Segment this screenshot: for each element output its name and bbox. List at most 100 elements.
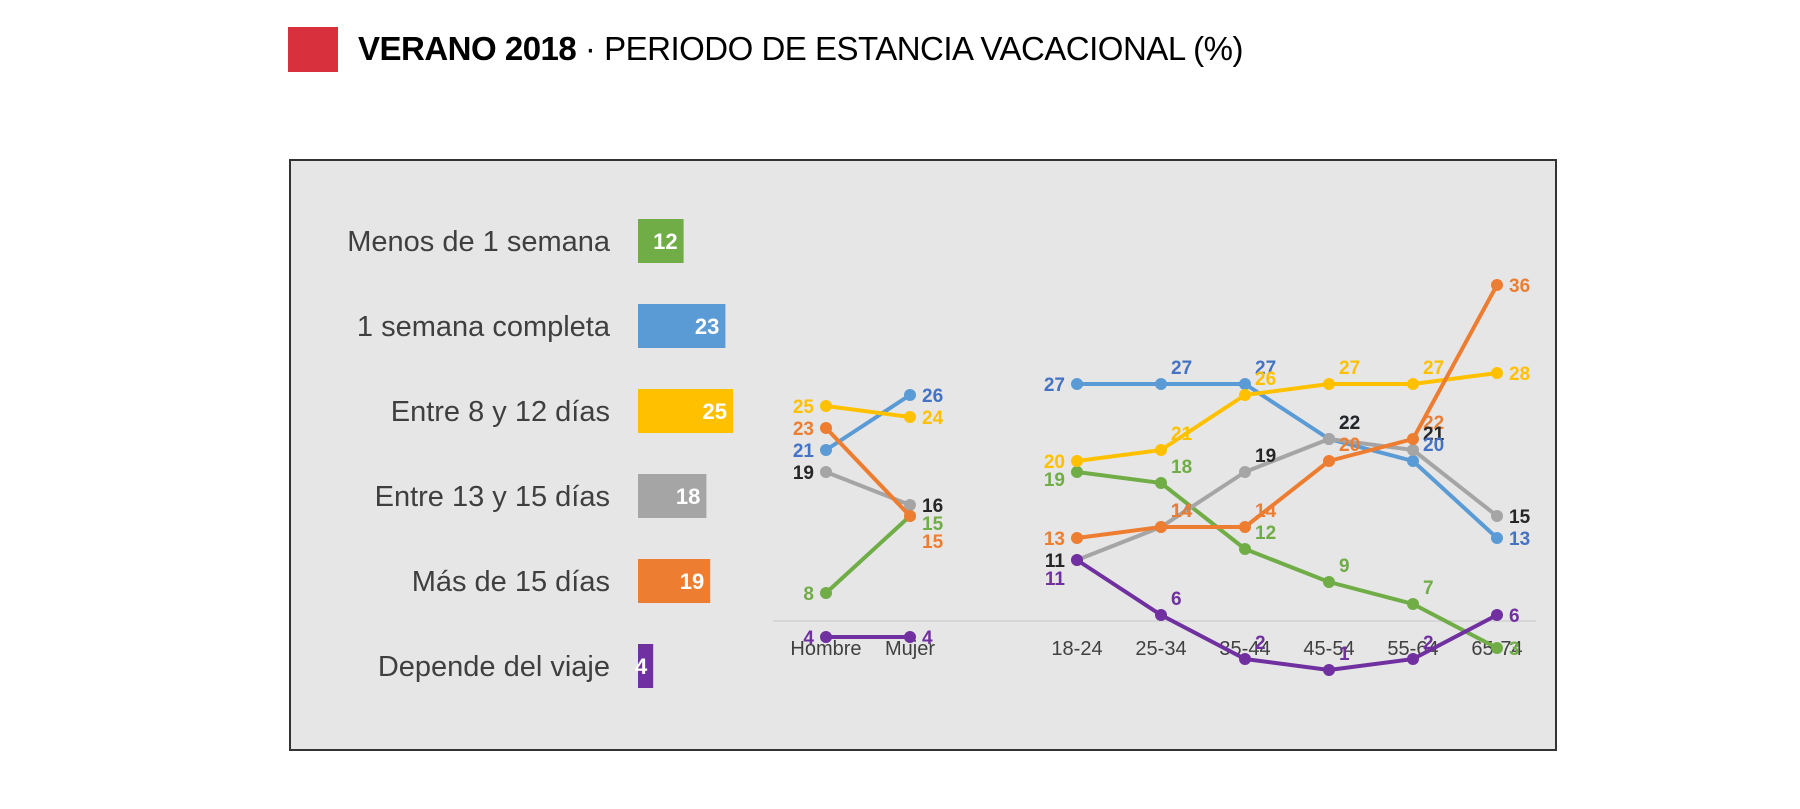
age-data-label: 14 bbox=[1171, 501, 1193, 522]
gender-point-depende-del-viaje bbox=[904, 631, 916, 643]
bar-entre-13-y-15-dias bbox=[638, 474, 707, 518]
age-point-entre-13-y-15-dias bbox=[1239, 466, 1251, 478]
age-point-depende-del-viaje bbox=[1323, 664, 1335, 676]
title-separator: · bbox=[576, 30, 605, 67]
bar-value-label: 4 bbox=[635, 654, 648, 679]
gender-point-1-semana-completa bbox=[820, 444, 832, 456]
age-line-entre-13-y-15-dias bbox=[1076, 437, 1499, 562]
gender-data-label: 15 bbox=[922, 532, 944, 553]
age-point-mas-de-15-dias bbox=[1491, 279, 1503, 291]
age-data-label: 6 bbox=[1509, 606, 1520, 627]
age-point-mas-de-15-dias bbox=[1155, 521, 1167, 533]
age-point-depende-del-viaje bbox=[1155, 609, 1167, 621]
age-data-label: 36 bbox=[1509, 276, 1530, 297]
age-point-entre-8-y-12-dias bbox=[1155, 444, 1167, 456]
age-data-label: 3 bbox=[1509, 639, 1520, 660]
gender-data-label: 4 bbox=[803, 628, 814, 649]
bar-depende-del-viaje bbox=[638, 644, 654, 688]
age-point-depende-del-viaje bbox=[1071, 554, 1083, 566]
age-point-depende-del-viaje bbox=[1239, 653, 1251, 665]
gender-data-label: 16 bbox=[922, 496, 943, 517]
age-data-label: 19 bbox=[1044, 470, 1065, 491]
age-point-menos-de-1-semana bbox=[1071, 466, 1083, 478]
age-point-1-semana-completa bbox=[1071, 378, 1083, 390]
gender-data-label: 25 bbox=[793, 397, 815, 418]
age-point-1-semana-completa bbox=[1491, 532, 1503, 544]
age-point-depende-del-viaje bbox=[1491, 609, 1503, 621]
gender-data-label: 21 bbox=[793, 441, 815, 462]
age-point-mas-de-15-dias bbox=[1239, 521, 1251, 533]
bar-category-label: Menos de 1 semana bbox=[347, 226, 611, 258]
bar-category-label: Más de 15 días bbox=[412, 566, 610, 598]
age-tick-label: 25-34 bbox=[1135, 638, 1186, 660]
gender-data-label: 15 bbox=[922, 514, 944, 535]
age-data-label: 22 bbox=[1423, 413, 1444, 434]
age-data-label: 12 bbox=[1255, 523, 1276, 544]
age-point-entre-13-y-15-dias bbox=[1323, 433, 1335, 445]
age-point-menos-de-1-semana bbox=[1407, 598, 1419, 610]
gender-data-label: 4 bbox=[922, 628, 933, 649]
gender-line-menos-de-1-semana bbox=[824, 514, 912, 595]
age-data-label: 27 bbox=[1171, 358, 1192, 379]
gender-point-entre-13-y-15-dias bbox=[904, 499, 916, 511]
chart-panel: Menos de 1 semana 12 1 semana completa 23 En… bbox=[289, 159, 1557, 751]
gender-point-depende-del-viaje bbox=[820, 631, 832, 643]
age-data-label: 11 bbox=[1045, 551, 1066, 572]
age-point-1-semana-completa bbox=[1239, 378, 1251, 390]
age-data-label: 15 bbox=[1509, 507, 1531, 528]
age-data-label: 18 bbox=[1171, 457, 1192, 478]
gender-data-label: 8 bbox=[803, 584, 814, 605]
age-point-menos-de-1-semana bbox=[1239, 543, 1251, 555]
age-data-label: 19 bbox=[1255, 446, 1276, 467]
gender-point-mas-de-15-dias bbox=[820, 422, 832, 434]
age-data-label: 22 bbox=[1339, 413, 1360, 434]
gender-point-entre-8-y-12-dias bbox=[904, 411, 916, 423]
bar-category-label: Entre 8 y 12 días bbox=[391, 396, 610, 428]
page-title: VERANO 2018 · PERIODO DE ESTANCIA VACACI… bbox=[288, 26, 1243, 72]
gender-data-label: 26 bbox=[922, 386, 943, 407]
age-point-1-semana-completa bbox=[1407, 455, 1419, 467]
age-data-label: 27 bbox=[1044, 375, 1065, 396]
gender-line-mas-de-15-dias bbox=[824, 426, 912, 518]
age-line-mas-de-15-dias bbox=[1076, 284, 1499, 540]
gender-tick-label: Mujer bbox=[885, 638, 935, 660]
gender-point-1-semana-completa bbox=[904, 389, 916, 401]
age-point-1-semana-completa bbox=[1155, 378, 1167, 390]
age-point-entre-8-y-12-dias bbox=[1239, 389, 1251, 401]
age-data-label: 27 bbox=[1339, 358, 1360, 379]
age-point-entre-8-y-12-dias bbox=[1407, 378, 1419, 390]
bar-value-label: 23 bbox=[695, 314, 719, 339]
age-data-label: 21 bbox=[1423, 424, 1445, 445]
age-tick-label: 18-24 bbox=[1051, 638, 1102, 660]
age-data-label: 20 bbox=[1423, 435, 1444, 456]
bar-category-label: Entre 13 y 15 días bbox=[375, 481, 610, 513]
gender-point-entre-13-y-15-dias bbox=[820, 466, 832, 478]
age-data-label: 21 bbox=[1171, 424, 1193, 445]
age-data-label: 20 bbox=[1044, 452, 1065, 473]
age-data-label: 14 bbox=[1255, 501, 1277, 522]
gender-data-label: 19 bbox=[793, 463, 814, 484]
bar-mas-de-15-dias bbox=[638, 559, 711, 603]
age-data-label: 2 bbox=[1255, 633, 1266, 654]
age-tick-label: 45-54 bbox=[1303, 638, 1354, 660]
bar-value-label: 19 bbox=[680, 569, 704, 594]
title-bold: VERANO 2018 bbox=[358, 30, 577, 67]
bar-category-label: Depende del viaje bbox=[378, 651, 610, 683]
title-accent-square bbox=[288, 26, 338, 72]
age-data-label: 6 bbox=[1171, 589, 1182, 610]
age-data-label: 11 bbox=[1045, 569, 1066, 590]
gender-line-entre-8-y-12-dias bbox=[825, 404, 911, 419]
age-point-menos-de-1-semana bbox=[1491, 642, 1503, 654]
age-line-depende-del-viaje bbox=[1075, 558, 1498, 672]
bar-value-label: 18 bbox=[676, 484, 700, 509]
age-point-entre-8-y-12-dias bbox=[1491, 367, 1503, 379]
age-point-entre-8-y-12-dias bbox=[1071, 455, 1083, 467]
chart-svg: Menos de 1 semana 121 semana completa 23En… bbox=[347, 219, 1536, 688]
bar-entre-8-y-12-dias bbox=[638, 389, 733, 433]
age-line-1-semana-completa bbox=[1077, 382, 1499, 540]
age-data-label: 28 bbox=[1509, 364, 1530, 385]
age-data-label: 27 bbox=[1255, 358, 1276, 379]
age-data-label: 27 bbox=[1423, 358, 1444, 379]
gender-data-label: 23 bbox=[793, 419, 814, 440]
bar-value-label: 12 bbox=[653, 229, 677, 254]
